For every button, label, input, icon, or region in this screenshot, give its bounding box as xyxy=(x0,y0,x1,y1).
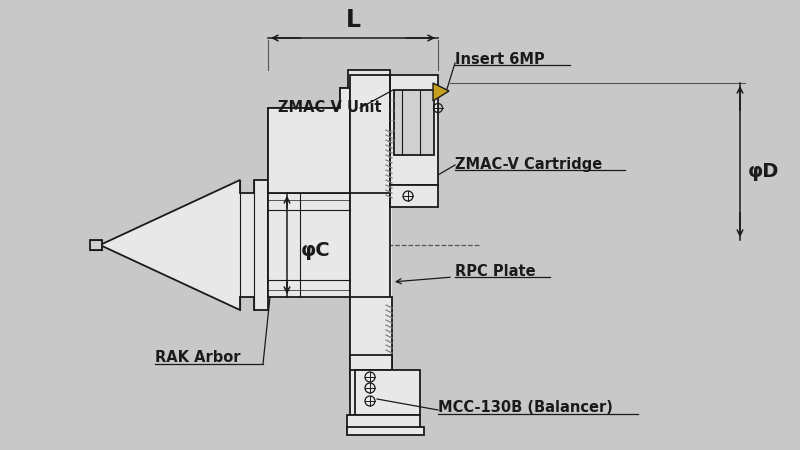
Bar xyxy=(350,193,392,297)
Text: RPC Plate: RPC Plate xyxy=(455,265,536,279)
Bar xyxy=(347,415,420,430)
Text: RAK Arbor: RAK Arbor xyxy=(155,351,241,365)
Bar xyxy=(390,185,438,207)
Bar xyxy=(350,75,392,193)
Bar xyxy=(348,70,390,90)
Bar xyxy=(350,297,392,415)
Bar xyxy=(347,427,424,435)
Bar xyxy=(355,370,420,415)
Polygon shape xyxy=(100,180,268,310)
Bar xyxy=(350,88,390,398)
Bar xyxy=(90,240,102,250)
Text: Insert 6MP: Insert 6MP xyxy=(455,53,545,68)
Text: ZMAC-V Unit: ZMAC-V Unit xyxy=(278,100,382,115)
Bar xyxy=(394,90,434,155)
Bar xyxy=(350,355,392,370)
Bar xyxy=(268,108,350,245)
Polygon shape xyxy=(268,88,350,193)
Text: MCC-130B (Balancer): MCC-130B (Balancer) xyxy=(438,400,613,415)
Text: φC: φC xyxy=(301,240,330,260)
Bar xyxy=(340,88,390,106)
Polygon shape xyxy=(433,83,449,101)
Text: L: L xyxy=(346,8,361,32)
Bar xyxy=(268,193,350,297)
Text: φD: φD xyxy=(748,162,779,181)
Text: ZMAC-V Cartridge: ZMAC-V Cartridge xyxy=(455,158,602,172)
Bar xyxy=(390,75,438,185)
